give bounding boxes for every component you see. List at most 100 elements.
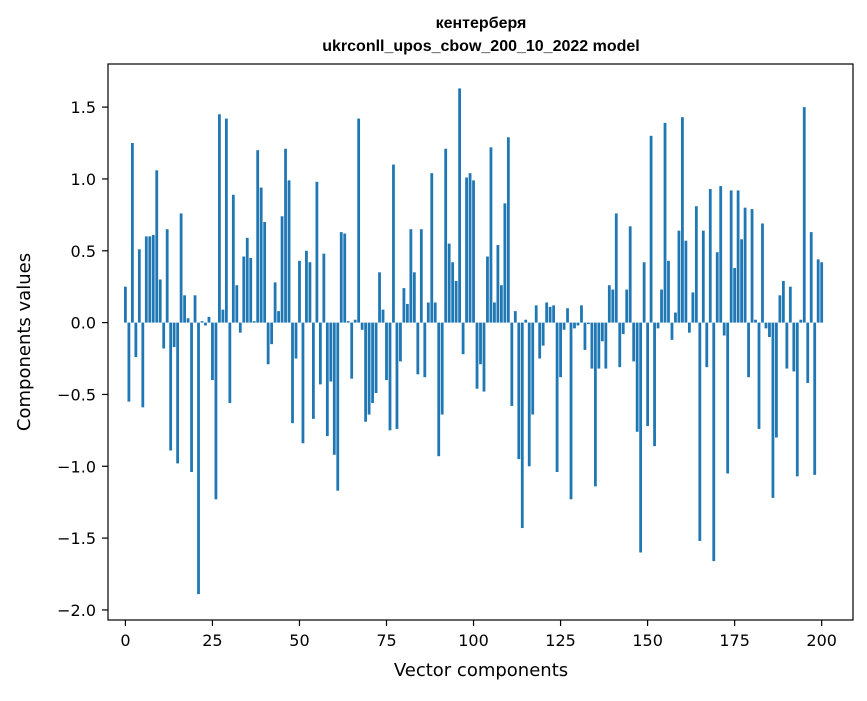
bar-112: [513, 311, 517, 323]
bar-60: [332, 322, 336, 455]
bar-13: [169, 322, 173, 451]
bar-148: [639, 322, 643, 553]
bar-108: [500, 285, 503, 323]
x-axis-ticks: 0 25 50 75 100 125 150 175 200: [120, 620, 837, 650]
bar-16: [179, 213, 183, 323]
bar-62: [339, 232, 343, 323]
bar-55: [315, 181, 319, 323]
bar-167: [705, 322, 709, 368]
bar-189: [781, 280, 785, 323]
bar-25: [211, 322, 214, 381]
chart-title-line-1: кентерберя: [436, 15, 527, 32]
x-tick-label: 75: [376, 631, 396, 650]
bar-131: [580, 305, 583, 323]
bar-182: [757, 322, 761, 429]
bar-82: [409, 229, 413, 323]
bar-76: [388, 322, 392, 431]
bar-100: [472, 180, 475, 323]
bar-71: [371, 322, 374, 404]
bar-21: [197, 322, 200, 595]
bar-156: [667, 260, 670, 323]
y-axis-label: Components values: [14, 253, 35, 431]
bar-165: [698, 322, 702, 541]
bar-105: [489, 147, 493, 323]
bar-200: [820, 262, 824, 323]
bar-166: [701, 230, 705, 323]
x-tick-label: 50: [289, 631, 309, 650]
bar-110: [506, 137, 510, 323]
bar-70: [367, 322, 371, 415]
x-tick-label: 25: [202, 631, 222, 650]
bar-93: [447, 243, 451, 323]
bar-5: [141, 322, 145, 408]
bar-113: [517, 322, 521, 460]
bar-151: [649, 135, 653, 323]
bar-177: [740, 239, 743, 323]
bar-48: [291, 322, 294, 424]
bar-41: [266, 322, 270, 365]
x-tick-label: 100: [458, 631, 489, 650]
bar-1: [127, 322, 131, 402]
bar-114: [520, 322, 524, 529]
bar-19: [190, 322, 193, 473]
bar-6: [144, 236, 148, 323]
bar-65: [350, 322, 354, 379]
bar-73: [378, 272, 381, 323]
bar-75: [385, 322, 388, 381]
bar-172: [722, 322, 726, 336]
bar-85: [419, 229, 423, 323]
bar-63: [343, 233, 347, 323]
bar-59: [329, 322, 333, 382]
bar-38: [256, 150, 260, 323]
bar-89: [433, 302, 437, 323]
bar-187: [775, 322, 778, 438]
bar-54: [312, 322, 315, 419]
bar-81: [406, 303, 409, 323]
bar-163: [691, 292, 695, 323]
bar-51: [301, 322, 305, 444]
bar-120: [541, 322, 545, 346]
bar-58: [325, 322, 329, 437]
bar-23: [204, 322, 207, 326]
bar-3: [134, 322, 138, 358]
bar-157: [670, 322, 674, 340]
x-tick-label: 200: [806, 631, 837, 650]
bar-125: [559, 322, 562, 378]
bar-95: [454, 280, 458, 323]
bar-7: [148, 236, 152, 323]
bar-117: [531, 322, 535, 415]
bar-119: [538, 322, 542, 359]
bar-9: [155, 170, 159, 323]
bar-139: [607, 285, 611, 323]
bar-43: [273, 282, 277, 323]
bar-152: [653, 322, 656, 447]
bar-47: [287, 180, 291, 323]
bar-145: [628, 226, 632, 323]
y-tick-label: −2.0: [57, 601, 96, 620]
bar-149: [642, 262, 646, 323]
bar-35: [245, 237, 249, 323]
bar-30: [228, 322, 232, 404]
bar-45: [280, 216, 284, 323]
y-tick-label: −1.5: [57, 529, 96, 548]
bar-154: [660, 289, 663, 323]
bar-87: [426, 302, 430, 323]
bar-173: [726, 322, 730, 474]
bar-40: [263, 222, 267, 323]
bar-99: [468, 173, 472, 323]
bar-176: [736, 190, 740, 323]
bar-33: [238, 322, 242, 333]
bar-14: [172, 322, 176, 348]
bar-133: [587, 322, 590, 325]
bar-146: [632, 322, 636, 362]
bar-46: [284, 148, 287, 323]
bar-37: [252, 321, 256, 323]
x-tick-label: 150: [632, 631, 663, 650]
y-tick-label: −0.5: [57, 385, 96, 404]
bar-136: [597, 322, 601, 369]
bar-115: [524, 319, 528, 323]
bar-67: [357, 118, 361, 323]
bar-142: [618, 322, 622, 368]
bar-144: [625, 289, 629, 323]
bar-186: [771, 322, 775, 498]
